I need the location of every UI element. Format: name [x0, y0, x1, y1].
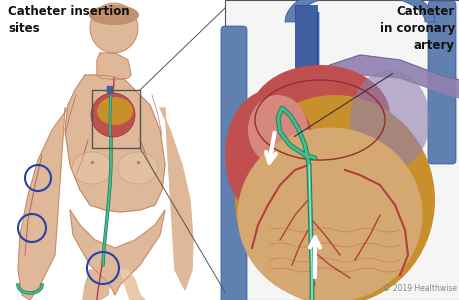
- Polygon shape: [309, 55, 459, 100]
- Polygon shape: [160, 108, 193, 290]
- Bar: [92, 90, 140, 148]
- Ellipse shape: [235, 95, 434, 300]
- Polygon shape: [107, 86, 112, 93]
- Ellipse shape: [72, 152, 112, 184]
- Polygon shape: [65, 75, 165, 212]
- Ellipse shape: [349, 70, 429, 170]
- Polygon shape: [120, 270, 145, 300]
- Ellipse shape: [247, 95, 308, 165]
- Bar: [294, 5, 316, 90]
- FancyBboxPatch shape: [220, 26, 246, 300]
- Polygon shape: [83, 270, 112, 300]
- Text: Catheter
in coronary
artery: Catheter in coronary artery: [379, 5, 454, 52]
- Bar: [224, 0, 459, 300]
- Polygon shape: [97, 53, 131, 80]
- Ellipse shape: [97, 97, 133, 125]
- Ellipse shape: [224, 90, 314, 220]
- Polygon shape: [285, 0, 434, 22]
- Polygon shape: [18, 108, 68, 300]
- Ellipse shape: [90, 3, 138, 53]
- Ellipse shape: [237, 128, 421, 300]
- FancyBboxPatch shape: [427, 1, 455, 164]
- Ellipse shape: [118, 152, 157, 184]
- Text: Catheter insertion
sites: Catheter insertion sites: [8, 5, 129, 35]
- Ellipse shape: [249, 65, 389, 165]
- Text: © 2019 Healthwise: © 2019 Healthwise: [382, 284, 456, 293]
- Polygon shape: [70, 210, 165, 295]
- Ellipse shape: [91, 93, 134, 137]
- Ellipse shape: [89, 5, 139, 25]
